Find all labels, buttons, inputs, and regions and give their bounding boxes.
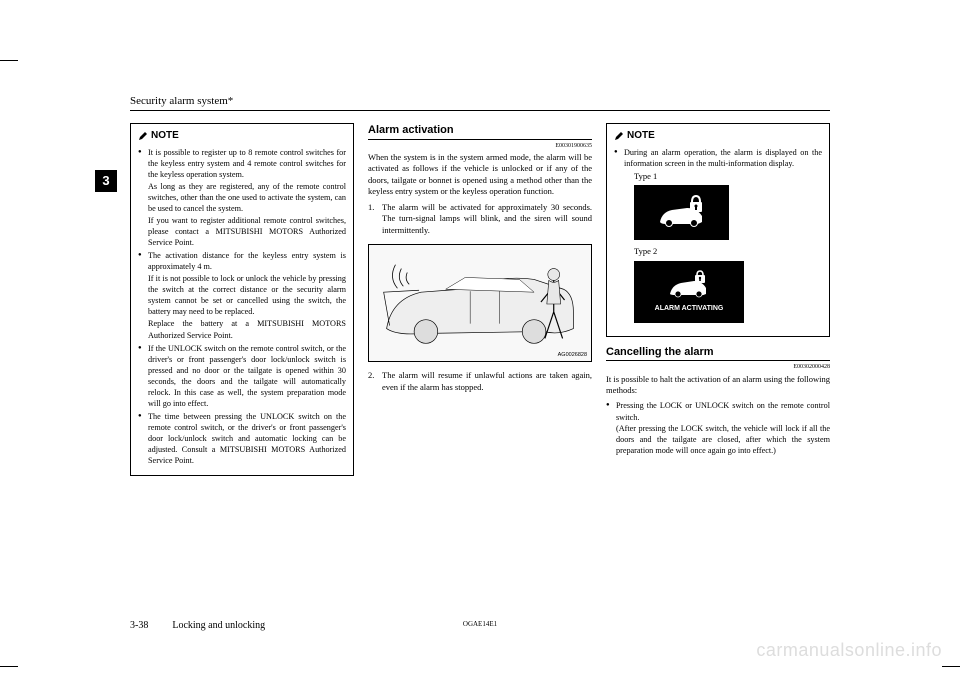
crop-mark bbox=[0, 666, 18, 667]
note-item: The activation distance for the keyless … bbox=[138, 250, 346, 341]
type-label: Type 2 bbox=[634, 246, 822, 257]
note-para: During an alarm operation, the alarm is … bbox=[624, 147, 822, 169]
columns: NOTE It is possible to register up to 8 … bbox=[130, 123, 830, 484]
type-label: Type 1 bbox=[634, 171, 822, 182]
column-2: Alarm activation E00301900635 When the s… bbox=[368, 123, 592, 484]
figure-code: AG0026828 bbox=[558, 352, 587, 359]
note-item: During an alarm operation, the alarm is … bbox=[614, 147, 822, 323]
header-rule bbox=[130, 110, 830, 111]
list-item: Pressing the LOCK or UNLOCK switch on th… bbox=[606, 400, 830, 455]
list-subtext: (After pressing the LOCK switch, the veh… bbox=[616, 423, 830, 456]
list-number: 1. bbox=[368, 202, 374, 213]
column-1: NOTE It is possible to register up to 8 … bbox=[130, 123, 354, 484]
page-content: Security alarm system* NOTE It is possib… bbox=[130, 95, 830, 595]
numbered-list: 2. The alarm will resume if unlawful act… bbox=[368, 370, 592, 393]
note-box: NOTE During an alarm operation, the alar… bbox=[606, 123, 830, 337]
note-para: Replace the battery at a MITSUBISHI MOTO… bbox=[148, 318, 346, 340]
footer-section: Locking and unlocking bbox=[172, 620, 265, 631]
car-lock-icon bbox=[664, 270, 714, 300]
note-label: NOTE bbox=[614, 129, 655, 143]
display-type1 bbox=[634, 185, 729, 240]
vehicle-illustration bbox=[369, 245, 591, 361]
car-lock-icon bbox=[652, 194, 712, 232]
footer-code: OGAE14E1 bbox=[463, 620, 497, 628]
crop-mark bbox=[0, 60, 18, 61]
note-para: The activation distance for the keyless … bbox=[148, 250, 346, 272]
note-label: NOTE bbox=[138, 129, 179, 143]
note-para: It is possible to register up to 8 remot… bbox=[148, 147, 346, 180]
list-text: Pressing the LOCK or UNLOCK switch on th… bbox=[616, 401, 830, 421]
list-item: 1. The alarm will be activated for appro… bbox=[368, 202, 592, 236]
chapter-tab: 3 bbox=[95, 170, 117, 192]
alarm-activating-text: ALARM ACTIVATING bbox=[655, 304, 724, 313]
note-para: If the UNLOCK switch on the remote contr… bbox=[148, 343, 346, 409]
note-para: If it is not possible to lock or unlock … bbox=[148, 273, 346, 317]
list-text: The alarm will be activated for approxim… bbox=[382, 202, 592, 235]
pencil-icon bbox=[614, 131, 624, 141]
list-item: 2. The alarm will resume if unlawful act… bbox=[368, 370, 592, 393]
note-para: If you want to register additional remot… bbox=[148, 215, 346, 248]
watermark: carmanualsonline.info bbox=[756, 640, 942, 661]
crop-mark bbox=[942, 666, 960, 667]
pencil-icon bbox=[138, 131, 148, 141]
page-footer: 3-38 Locking and unlocking OGAE14E1 bbox=[130, 620, 830, 631]
page-number: 3-38 bbox=[130, 620, 148, 631]
reference-code: E00302000428 bbox=[606, 363, 830, 371]
note-item: If the UNLOCK switch on the remote contr… bbox=[138, 343, 346, 409]
numbered-list: 1. The alarm will be activated for appro… bbox=[368, 202, 592, 236]
note-para: The time between pressing the UNLOCK swi… bbox=[148, 411, 346, 466]
note-label-text: NOTE bbox=[151, 129, 179, 143]
page-header-title: Security alarm system* bbox=[130, 95, 830, 107]
note-box: NOTE It is possible to register up to 8 … bbox=[130, 123, 354, 476]
note-label-text: NOTE bbox=[627, 129, 655, 143]
body-text: When the system is in the system armed m… bbox=[368, 152, 592, 198]
column-3: NOTE During an alarm operation, the alar… bbox=[606, 123, 830, 484]
note-item: It is possible to register up to 8 remot… bbox=[138, 147, 346, 249]
figure-vehicle-alarm: AG0026828 bbox=[368, 244, 592, 362]
reference-code: E00301900635 bbox=[368, 142, 592, 150]
body-text: It is possible to halt the activation of… bbox=[606, 374, 830, 397]
list-number: 2. bbox=[368, 370, 374, 381]
note-item: The time between pressing the UNLOCK swi… bbox=[138, 411, 346, 466]
note-para: As long as they are registered, any of t… bbox=[148, 181, 346, 214]
list-text: The alarm will resume if unlawful action… bbox=[382, 370, 592, 391]
section-heading: Cancelling the alarm bbox=[606, 345, 830, 362]
display-type2: ALARM ACTIVATING bbox=[634, 261, 744, 323]
section-heading: Alarm activation bbox=[368, 123, 592, 140]
bullet-list: Pressing the LOCK or UNLOCK switch on th… bbox=[606, 400, 830, 455]
